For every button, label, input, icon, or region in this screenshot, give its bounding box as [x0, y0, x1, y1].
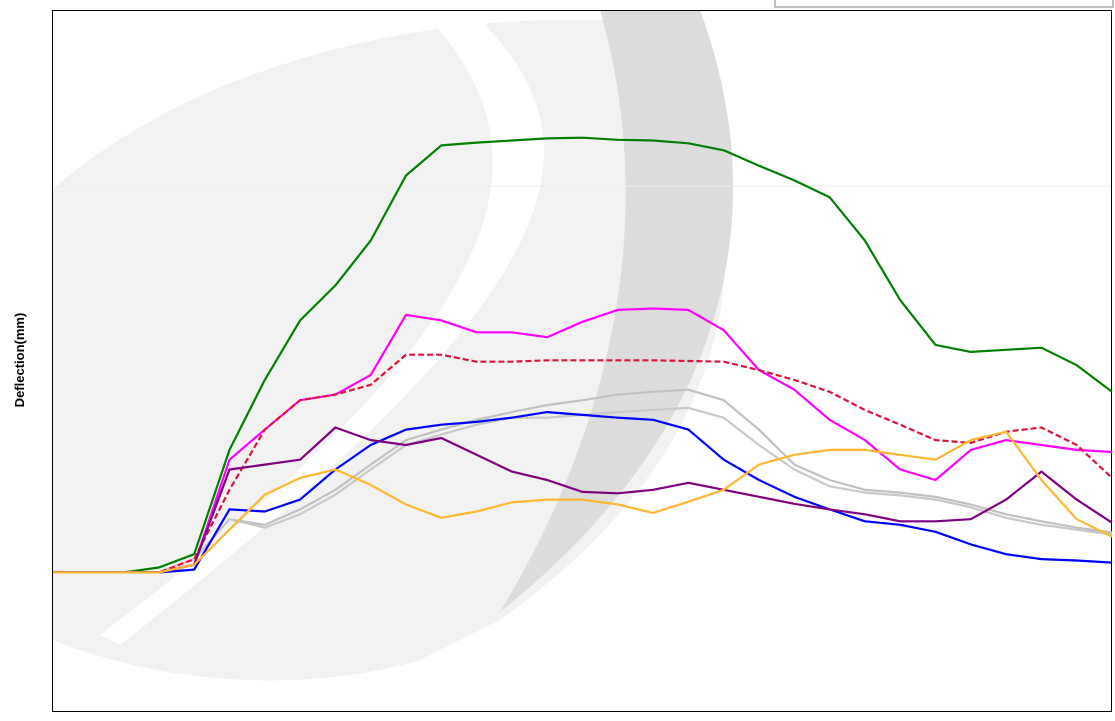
watermark-gap: [100, 10, 544, 645]
plot-frame: [52, 10, 1112, 712]
watermark: [52, 10, 1112, 681]
plot-area: [53, 136, 1113, 574]
series-line: [53, 353, 1113, 574]
legend-box: [774, 0, 1114, 8]
series-line: [53, 307, 1113, 574]
y-axis-label: Deflection(mm): [12, 313, 27, 408]
series-line: [53, 430, 1113, 574]
series-line: [53, 411, 1113, 574]
series-line: [53, 426, 1113, 574]
series-line: [53, 136, 1113, 574]
